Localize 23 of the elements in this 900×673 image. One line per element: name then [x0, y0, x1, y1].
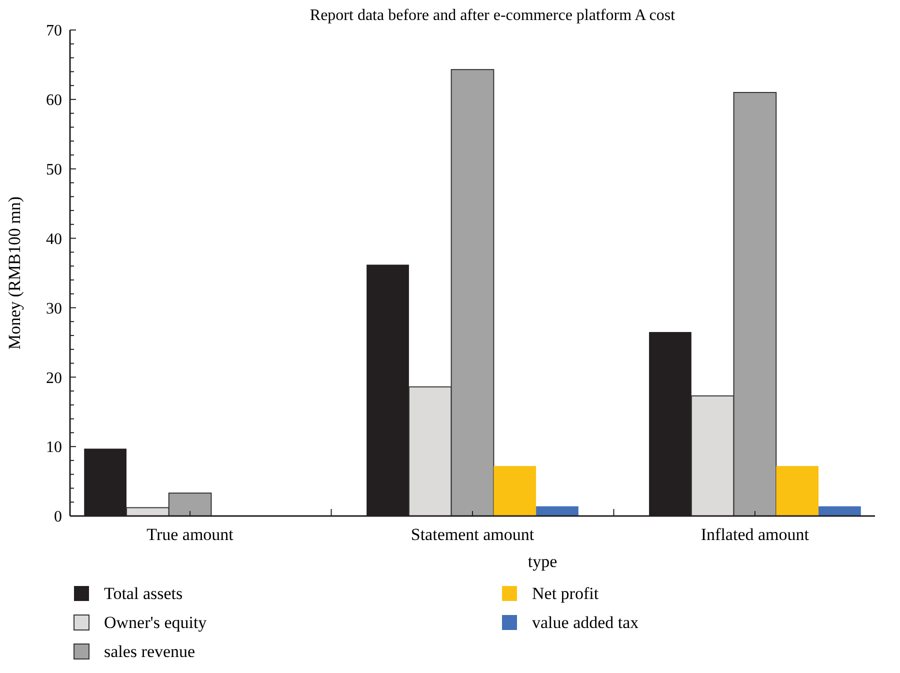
legend-label: Owner's equity [104, 612, 208, 632]
bar [494, 466, 536, 516]
bar [818, 506, 861, 516]
y-tick-label: 60 [46, 92, 62, 110]
legend-label: Total assets [104, 584, 183, 603]
y-tick-label: 0 [54, 508, 62, 526]
legend-label: value added tax [532, 612, 640, 632]
y-tick-label: 20 [46, 370, 62, 387]
x-tick-label: True amount [146, 525, 234, 544]
y-tick-label: 50 [46, 161, 62, 178]
x-tick-label: Inflated amount [700, 525, 810, 544]
y-tick-label: 40 [46, 230, 62, 248]
bar [776, 466, 819, 516]
y-axis-title: Money (RMB100 mn) [5, 196, 24, 350]
bar [536, 506, 578, 516]
y-tick-label: 30 [46, 300, 62, 318]
legend-label: Net profit [532, 584, 599, 603]
x-tick-label: Statement amount [410, 525, 534, 544]
legend-label: sales revenue [104, 642, 196, 661]
x-axis-title: type [528, 552, 558, 571]
chart-title: Report data before and after e-commerce platform A cost [310, 7, 676, 24]
y-tick-label: 70 [46, 22, 62, 40]
y-tick-label: 10 [46, 439, 62, 456]
